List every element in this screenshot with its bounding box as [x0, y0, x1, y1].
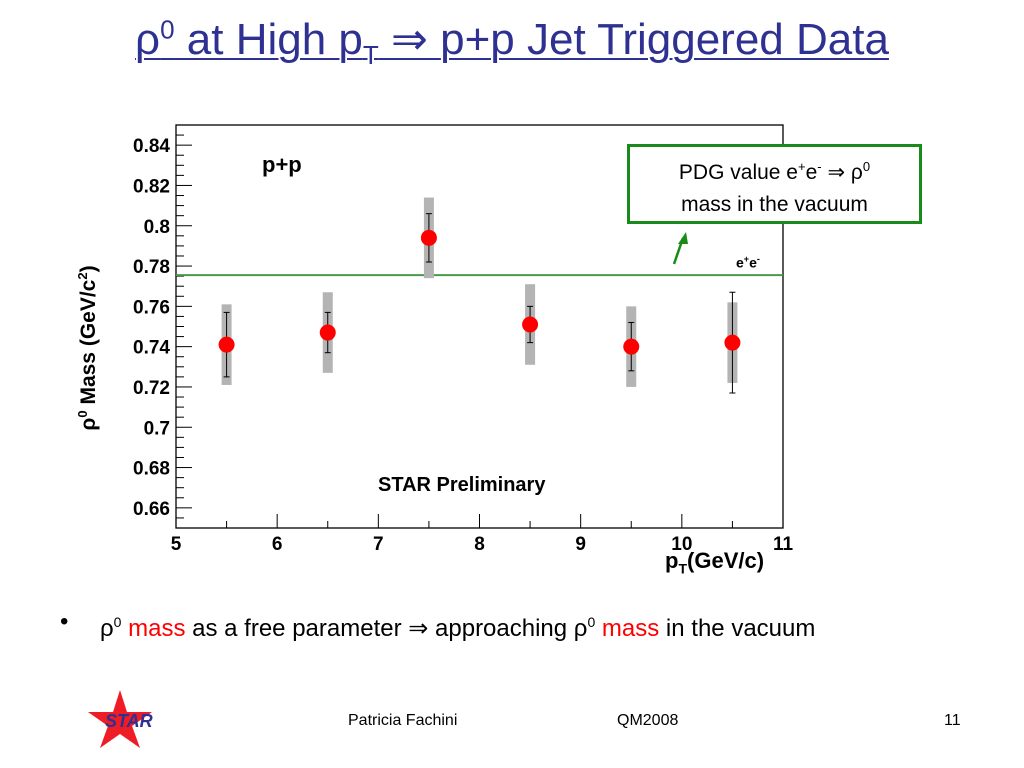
- y-tick-label: 0.72: [133, 378, 170, 399]
- y-tick-label: 0.76: [133, 297, 170, 318]
- footer-page-number: 11: [944, 712, 961, 729]
- data-point: [724, 334, 741, 351]
- data-point: [623, 338, 640, 355]
- x-tick-label: 7: [373, 534, 384, 555]
- data-point: [319, 324, 336, 341]
- footer-author: Patricia Fachini: [348, 712, 458, 729]
- system-label: p+p: [262, 152, 302, 177]
- data-point: [218, 336, 235, 353]
- x-tick-label: 11: [773, 534, 794, 555]
- rho-mass-chart: 5 6 7 8 9 10 11 0.66 0.68 0.7 0.72 0.74 0.76 0.78 0.8 0…: [133, 124, 794, 555]
- pdg-line-1: PDG value e+e- ⇒ ρ0: [678, 159, 871, 184]
- bullet-marker: •: [60, 608, 69, 635]
- y-tick-label: 0.78: [133, 257, 170, 278]
- x-tick-label: 8: [474, 534, 485, 555]
- pdg-annotation-box: PDG value e+e- ⇒ ρ0 mass in the vacuum: [627, 144, 922, 224]
- x-tick-label: 9: [575, 534, 586, 555]
- x-tick-label: 6: [272, 534, 283, 555]
- y-tick-label: 0.84: [133, 136, 170, 157]
- y-tick-label: 0.8: [144, 217, 170, 238]
- bullet-text: ρ0 mass as a free parameter ⇒ approachin…: [100, 614, 816, 642]
- pdg-arrow-head-icon: [678, 232, 688, 244]
- y-tick-label: 0.7: [144, 418, 170, 439]
- data-point: [522, 316, 539, 333]
- data-point: [420, 229, 437, 246]
- x-tick-label: 5: [171, 534, 182, 555]
- preliminary-label: STAR Preliminary: [378, 474, 546, 496]
- x-axis-label: pT(GeV/c): [665, 548, 765, 577]
- y-tick-label: 0.82: [133, 176, 170, 197]
- footer-conference: QM2008: [617, 712, 679, 729]
- bullet-point: • ρ0 mass as a free parameter ⇒ approach…: [60, 606, 920, 645]
- reference-line-label: e+e-: [736, 254, 760, 271]
- y-tick-label: 0.74: [133, 338, 170, 359]
- star-logo-icon: [88, 690, 152, 748]
- y-axis-label: ρ0 Mass (GeV/c2): [75, 265, 100, 431]
- slide-title: ρ0 at High pT ⇒ p+p Jet Triggered Data: [135, 14, 889, 70]
- y-tick-label: 0.68: [133, 459, 170, 480]
- x-tick-label: 10: [671, 534, 692, 555]
- y-tick-label: 0.66: [133, 499, 170, 520]
- logo-text: STAR: [105, 711, 153, 731]
- pdg-line-2: mass in the vacuum: [681, 193, 868, 216]
